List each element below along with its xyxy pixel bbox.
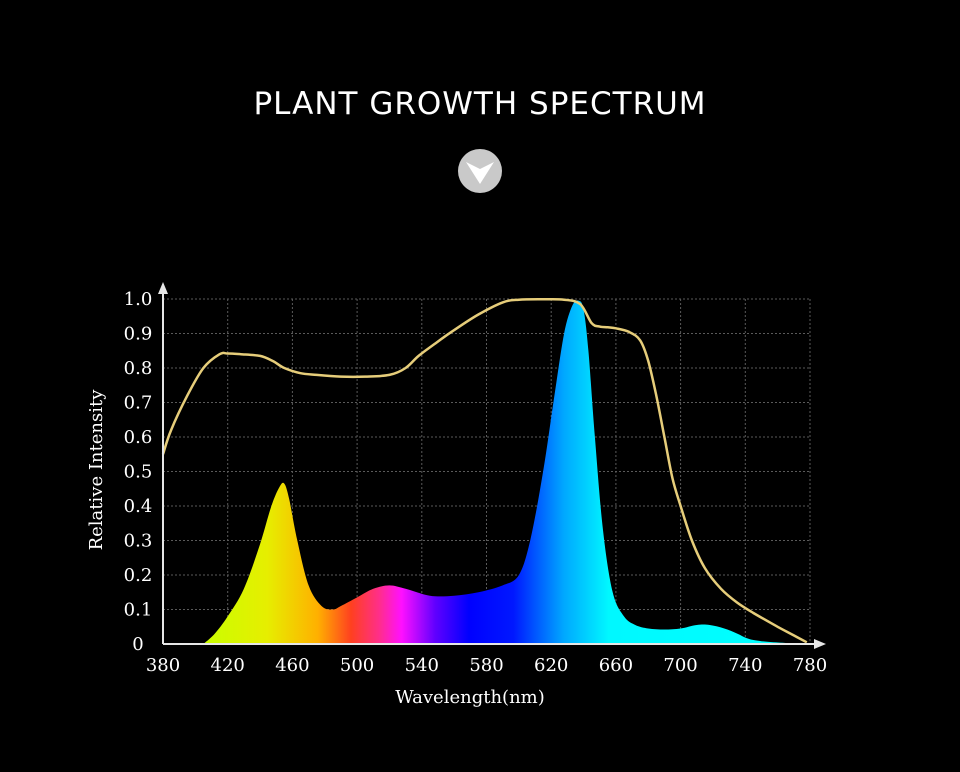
- x-tick-label: 620: [534, 655, 568, 676]
- y-tick-label: 0.1: [124, 600, 153, 621]
- spectrum-area-layer: [203, 300, 810, 644]
- y-axis-title: Relative Intensity: [86, 389, 107, 551]
- y-tick-label: 0.4: [124, 496, 153, 517]
- relative-intensity-line-layer: [161, 297, 808, 644]
- spectrum-area: [203, 300, 810, 644]
- y-tick-label: 0.2: [124, 565, 153, 586]
- x-axis-arrow: [814, 639, 826, 649]
- grid: [163, 298, 811, 644]
- y-tick-label: 0.5: [124, 462, 153, 483]
- relative-intensity-line: [161, 297, 808, 644]
- x-tick-label: 420: [211, 655, 245, 676]
- y-tick-label: 0.8: [124, 358, 153, 379]
- x-tick-label: 500: [340, 655, 374, 676]
- x-axis-title: Wavelength(nm): [395, 687, 545, 708]
- tick-labels: 380 420 460 500 540 580 620 660 700 740 780 0 0.1 0.2…: [124, 289, 828, 676]
- y-tick-label: 0.9: [124, 324, 153, 345]
- y-tick-label: 0: [132, 634, 143, 655]
- chevron-shape: [466, 162, 494, 184]
- y-tick-label: 0.6: [124, 427, 153, 448]
- x-tick-label: 700: [663, 655, 697, 676]
- x-tick-label: 460: [275, 655, 309, 676]
- chevron-down-icon[interactable]: [458, 149, 502, 193]
- axes: [158, 282, 826, 649]
- y-tick-label: 0.7: [124, 393, 153, 414]
- x-tick-label: 380: [146, 655, 180, 676]
- x-tick-label: 540: [405, 655, 439, 676]
- page-title: PLANT GROWTH SPECTRUM: [253, 86, 707, 122]
- x-tick-label: 740: [728, 655, 762, 676]
- y-tick-label: 0.3: [124, 531, 153, 552]
- y-tick-label: 1.0: [124, 289, 153, 310]
- x-tick-label: 660: [599, 655, 633, 676]
- x-tick-label: 580: [469, 655, 503, 676]
- y-axis-arrow: [158, 282, 168, 294]
- x-tick-label: 780: [793, 655, 827, 676]
